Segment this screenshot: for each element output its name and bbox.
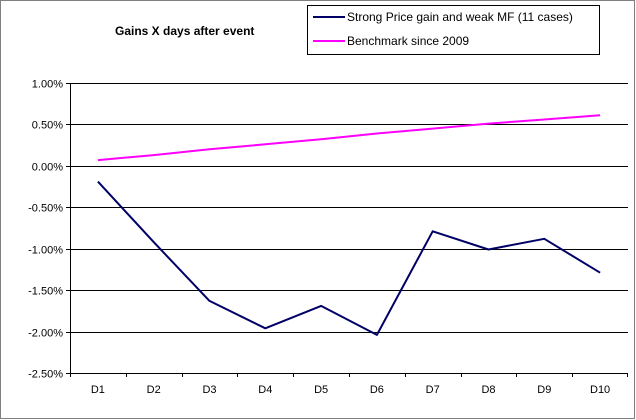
series-line-strong-price bbox=[97, 180, 601, 336]
y-tick-label: 0.50% bbox=[32, 120, 63, 132]
chart-title: Gains X days after event bbox=[115, 24, 254, 38]
x-tick-label: D9 bbox=[537, 384, 551, 396]
y-tick-label: -2.50% bbox=[28, 369, 63, 381]
legend-label-strong-price: Strong Price gain and weak MF (11 cases) bbox=[347, 10, 573, 24]
x-tick-label: D1 bbox=[91, 384, 105, 396]
y-tick-label: -1.00% bbox=[28, 245, 63, 257]
x-tick-label: D3 bbox=[202, 384, 216, 396]
y-tick-label: -1.50% bbox=[28, 286, 63, 298]
x-tick-label: D5 bbox=[314, 384, 328, 396]
y-tick-label: -0.50% bbox=[28, 203, 63, 215]
legend: Strong Price gain and weak MF (11 cases)… bbox=[307, 5, 600, 55]
gridlines bbox=[70, 83, 628, 374]
y-tick-label: 0.00% bbox=[32, 162, 63, 174]
series-lines bbox=[97, 114, 601, 336]
x-tick-label: D4 bbox=[258, 384, 272, 396]
series-line-benchmark bbox=[97, 114, 601, 162]
x-tick-label: D8 bbox=[481, 384, 495, 396]
y-tick-labels: 1.00% 0.50% 0.00% -0.50% -1.00% -1.50% -2.00% -… bbox=[28, 79, 70, 381]
x-tick-label: D2 bbox=[147, 384, 161, 396]
x-tick-label: D10 bbox=[590, 384, 610, 396]
x-tick-label: D7 bbox=[426, 384, 440, 396]
x-tick-labels: D1 D2 D3 D4 D5 D6 D7 D8 D9 D10 bbox=[70, 373, 628, 396]
plot-area bbox=[70, 83, 628, 373]
legend-label-benchmark: Benchmark since 2009 bbox=[347, 34, 469, 48]
legend-box bbox=[307, 5, 600, 55]
x-tick-label: D6 bbox=[370, 384, 384, 396]
y-tick-label: -2.00% bbox=[28, 328, 63, 340]
y-tick-label: 1.00% bbox=[32, 79, 63, 91]
